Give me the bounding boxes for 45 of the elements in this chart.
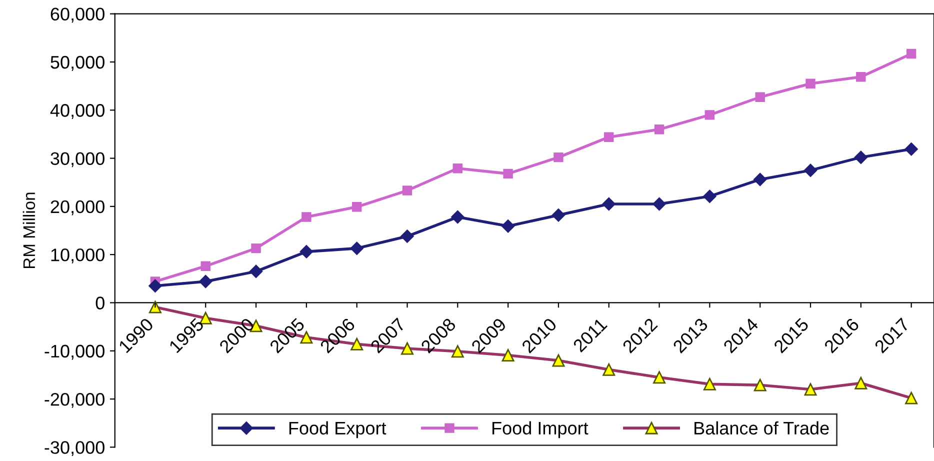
legend-label: Food Import xyxy=(492,421,588,438)
point xyxy=(604,132,614,142)
point xyxy=(200,261,210,271)
y-axis-title: RM Million xyxy=(22,192,36,268)
point xyxy=(856,72,866,82)
point xyxy=(302,212,312,222)
point xyxy=(602,197,616,211)
point xyxy=(854,150,868,164)
point xyxy=(452,164,463,174)
y-tick-label: 20,000 xyxy=(50,200,104,216)
point xyxy=(352,202,362,212)
point xyxy=(754,172,767,186)
point xyxy=(654,124,664,134)
y-tick-label: -20,000 xyxy=(44,392,104,408)
point xyxy=(350,242,364,255)
point xyxy=(755,92,765,102)
point xyxy=(652,197,666,211)
point xyxy=(703,190,716,203)
point xyxy=(704,110,715,120)
point xyxy=(148,279,162,292)
point xyxy=(451,210,464,224)
legend-label: Food Export xyxy=(289,421,386,438)
y-tick-label: 0 xyxy=(96,296,104,310)
point xyxy=(249,264,263,278)
point xyxy=(503,168,513,179)
point xyxy=(904,142,918,156)
point xyxy=(554,152,564,162)
point xyxy=(400,230,414,243)
legend-label: Balance of Trade xyxy=(694,421,829,435)
y-tick-label: 10,000 xyxy=(51,248,104,264)
y-tick-label: -30,000 xyxy=(44,441,104,456)
point xyxy=(199,274,212,288)
point xyxy=(251,243,261,254)
y-tick-label: 50,000 xyxy=(50,56,104,71)
y-tick-label: 60,000 xyxy=(50,8,104,23)
y-tick-label: 40,000 xyxy=(50,104,104,119)
point xyxy=(906,48,916,59)
point xyxy=(501,220,515,233)
point xyxy=(806,78,816,89)
point xyxy=(402,186,412,196)
y-tick-label: 30,000 xyxy=(50,152,104,168)
point xyxy=(552,208,566,222)
y-tick-label: -10,000 xyxy=(44,344,104,360)
point xyxy=(300,245,314,258)
point xyxy=(804,164,818,177)
